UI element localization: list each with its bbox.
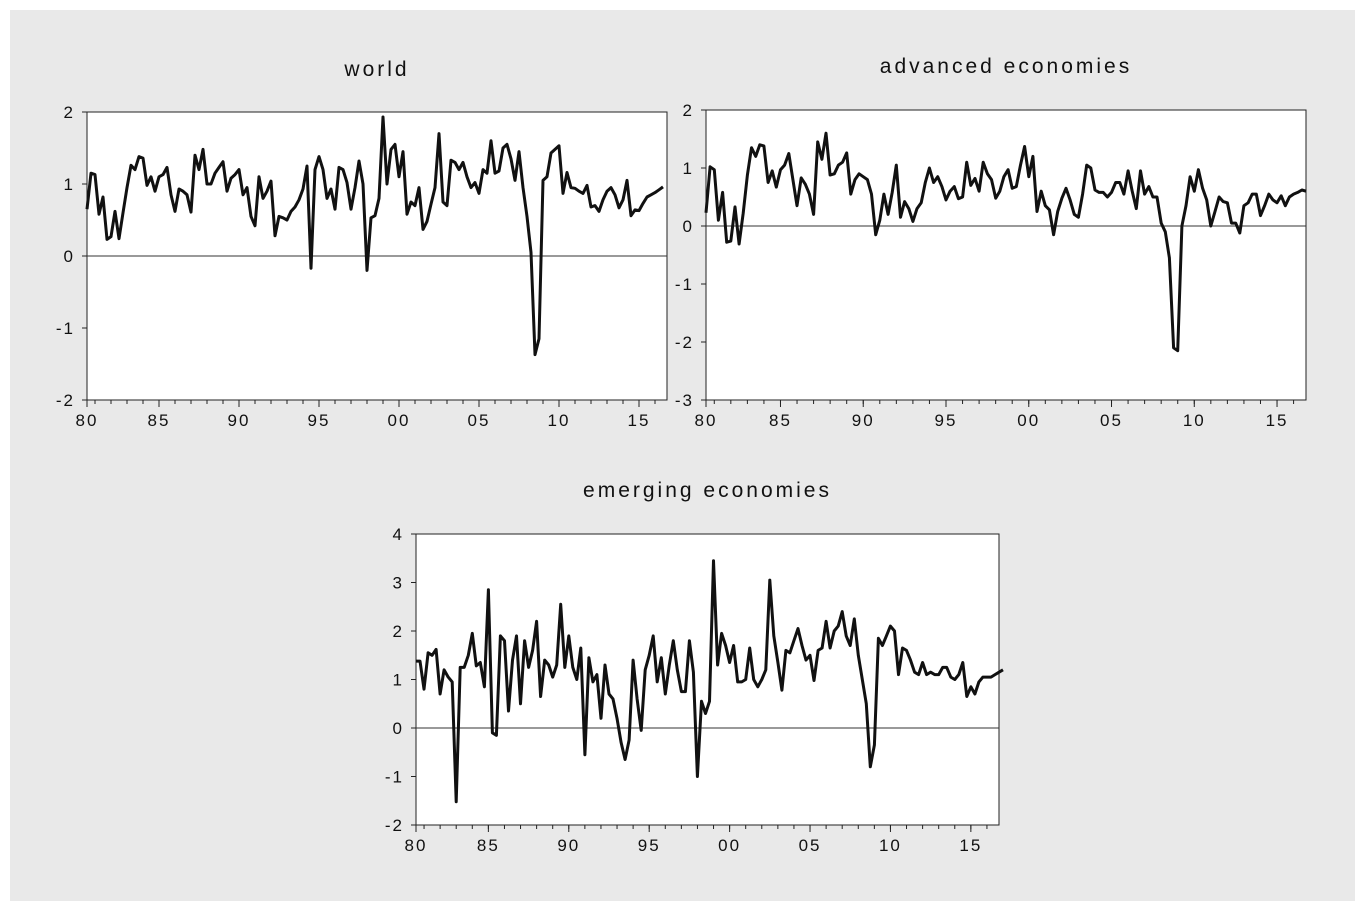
- x-tick-label: 90: [557, 836, 580, 855]
- x-tick-label: 05: [799, 836, 822, 855]
- y-tick-label: 1: [64, 175, 75, 194]
- chart-panel: world -2 -1 0 1 2 80 85 90 95 00 05 10 15 advanced eco…: [10, 10, 1355, 901]
- x-tick-label: 85: [148, 411, 171, 430]
- x-tick-label: 85: [477, 836, 500, 855]
- plot-area: [415, 533, 1000, 826]
- series-line-1: [416, 559, 1004, 804]
- x-tick-label: 10: [879, 836, 902, 855]
- y-tick-label: 2: [64, 103, 75, 122]
- y-tick-label: -2: [675, 333, 694, 352]
- x-tick-label: 00: [1017, 411, 1040, 430]
- x-tick-label: 05: [468, 411, 491, 430]
- y-tick-label: -1: [385, 768, 404, 787]
- chart-title: world: [343, 58, 409, 81]
- y-tick-label: 0: [393, 719, 404, 738]
- x-tick-label: 85: [769, 411, 792, 430]
- chart-2: advanced economies -3 -2 -1 0 1 2 80 85 90 95 00 05 1…: [675, 55, 1307, 430]
- series-line-1: [704, 131, 1307, 353]
- x-tick-label: 10: [548, 411, 571, 430]
- chart-title: advanced economies: [880, 55, 1132, 78]
- y-tick-label: 4: [393, 525, 404, 544]
- y-tick-label: -1: [675, 275, 694, 294]
- x-tick-label: 10: [1183, 411, 1206, 430]
- y-tick-label: 2: [393, 622, 404, 641]
- y-tick-label: 0: [64, 247, 75, 266]
- y-tick-label: -2: [385, 816, 404, 835]
- series-line-1: [85, 115, 664, 357]
- chart-title: emerging economies: [583, 479, 832, 502]
- x-tick-label: 95: [935, 411, 958, 430]
- y-tick-label: 1: [683, 159, 694, 178]
- x-tick-label: 90: [228, 411, 251, 430]
- plot-area: [705, 109, 1307, 401]
- x-tick-label: 80: [695, 411, 718, 430]
- x-tick-label: 15: [628, 411, 651, 430]
- y-tick-label: 2: [683, 101, 694, 120]
- y-tick-label: -1: [56, 319, 75, 338]
- x-tick-label: 90: [852, 411, 875, 430]
- y-tick-label: -3: [675, 391, 694, 410]
- x-tick-label: 00: [388, 411, 411, 430]
- x-tick-label: 95: [638, 836, 661, 855]
- x-tick-label: 15: [1266, 411, 1289, 430]
- y-tick-label: 0: [683, 217, 694, 236]
- x-tick-label: 00: [718, 836, 741, 855]
- x-tick-label: 05: [1100, 411, 1123, 430]
- y-tick-label: 1: [393, 671, 404, 690]
- x-tick-label: 80: [76, 411, 99, 430]
- x-tick-label: 95: [308, 411, 331, 430]
- y-tick-label: -2: [56, 391, 75, 410]
- x-tick-label: 80: [405, 836, 428, 855]
- chart-1: world -2 -1 0 1 2 80 85 90 95 00 05 10 15: [56, 58, 668, 430]
- y-tick-label: 3: [393, 574, 404, 593]
- x-tick-label: 15: [959, 836, 982, 855]
- chart-3: emerging economies -2 -1 0 1 2 3 4 80 85 90 95 00 05 1…: [385, 479, 1004, 855]
